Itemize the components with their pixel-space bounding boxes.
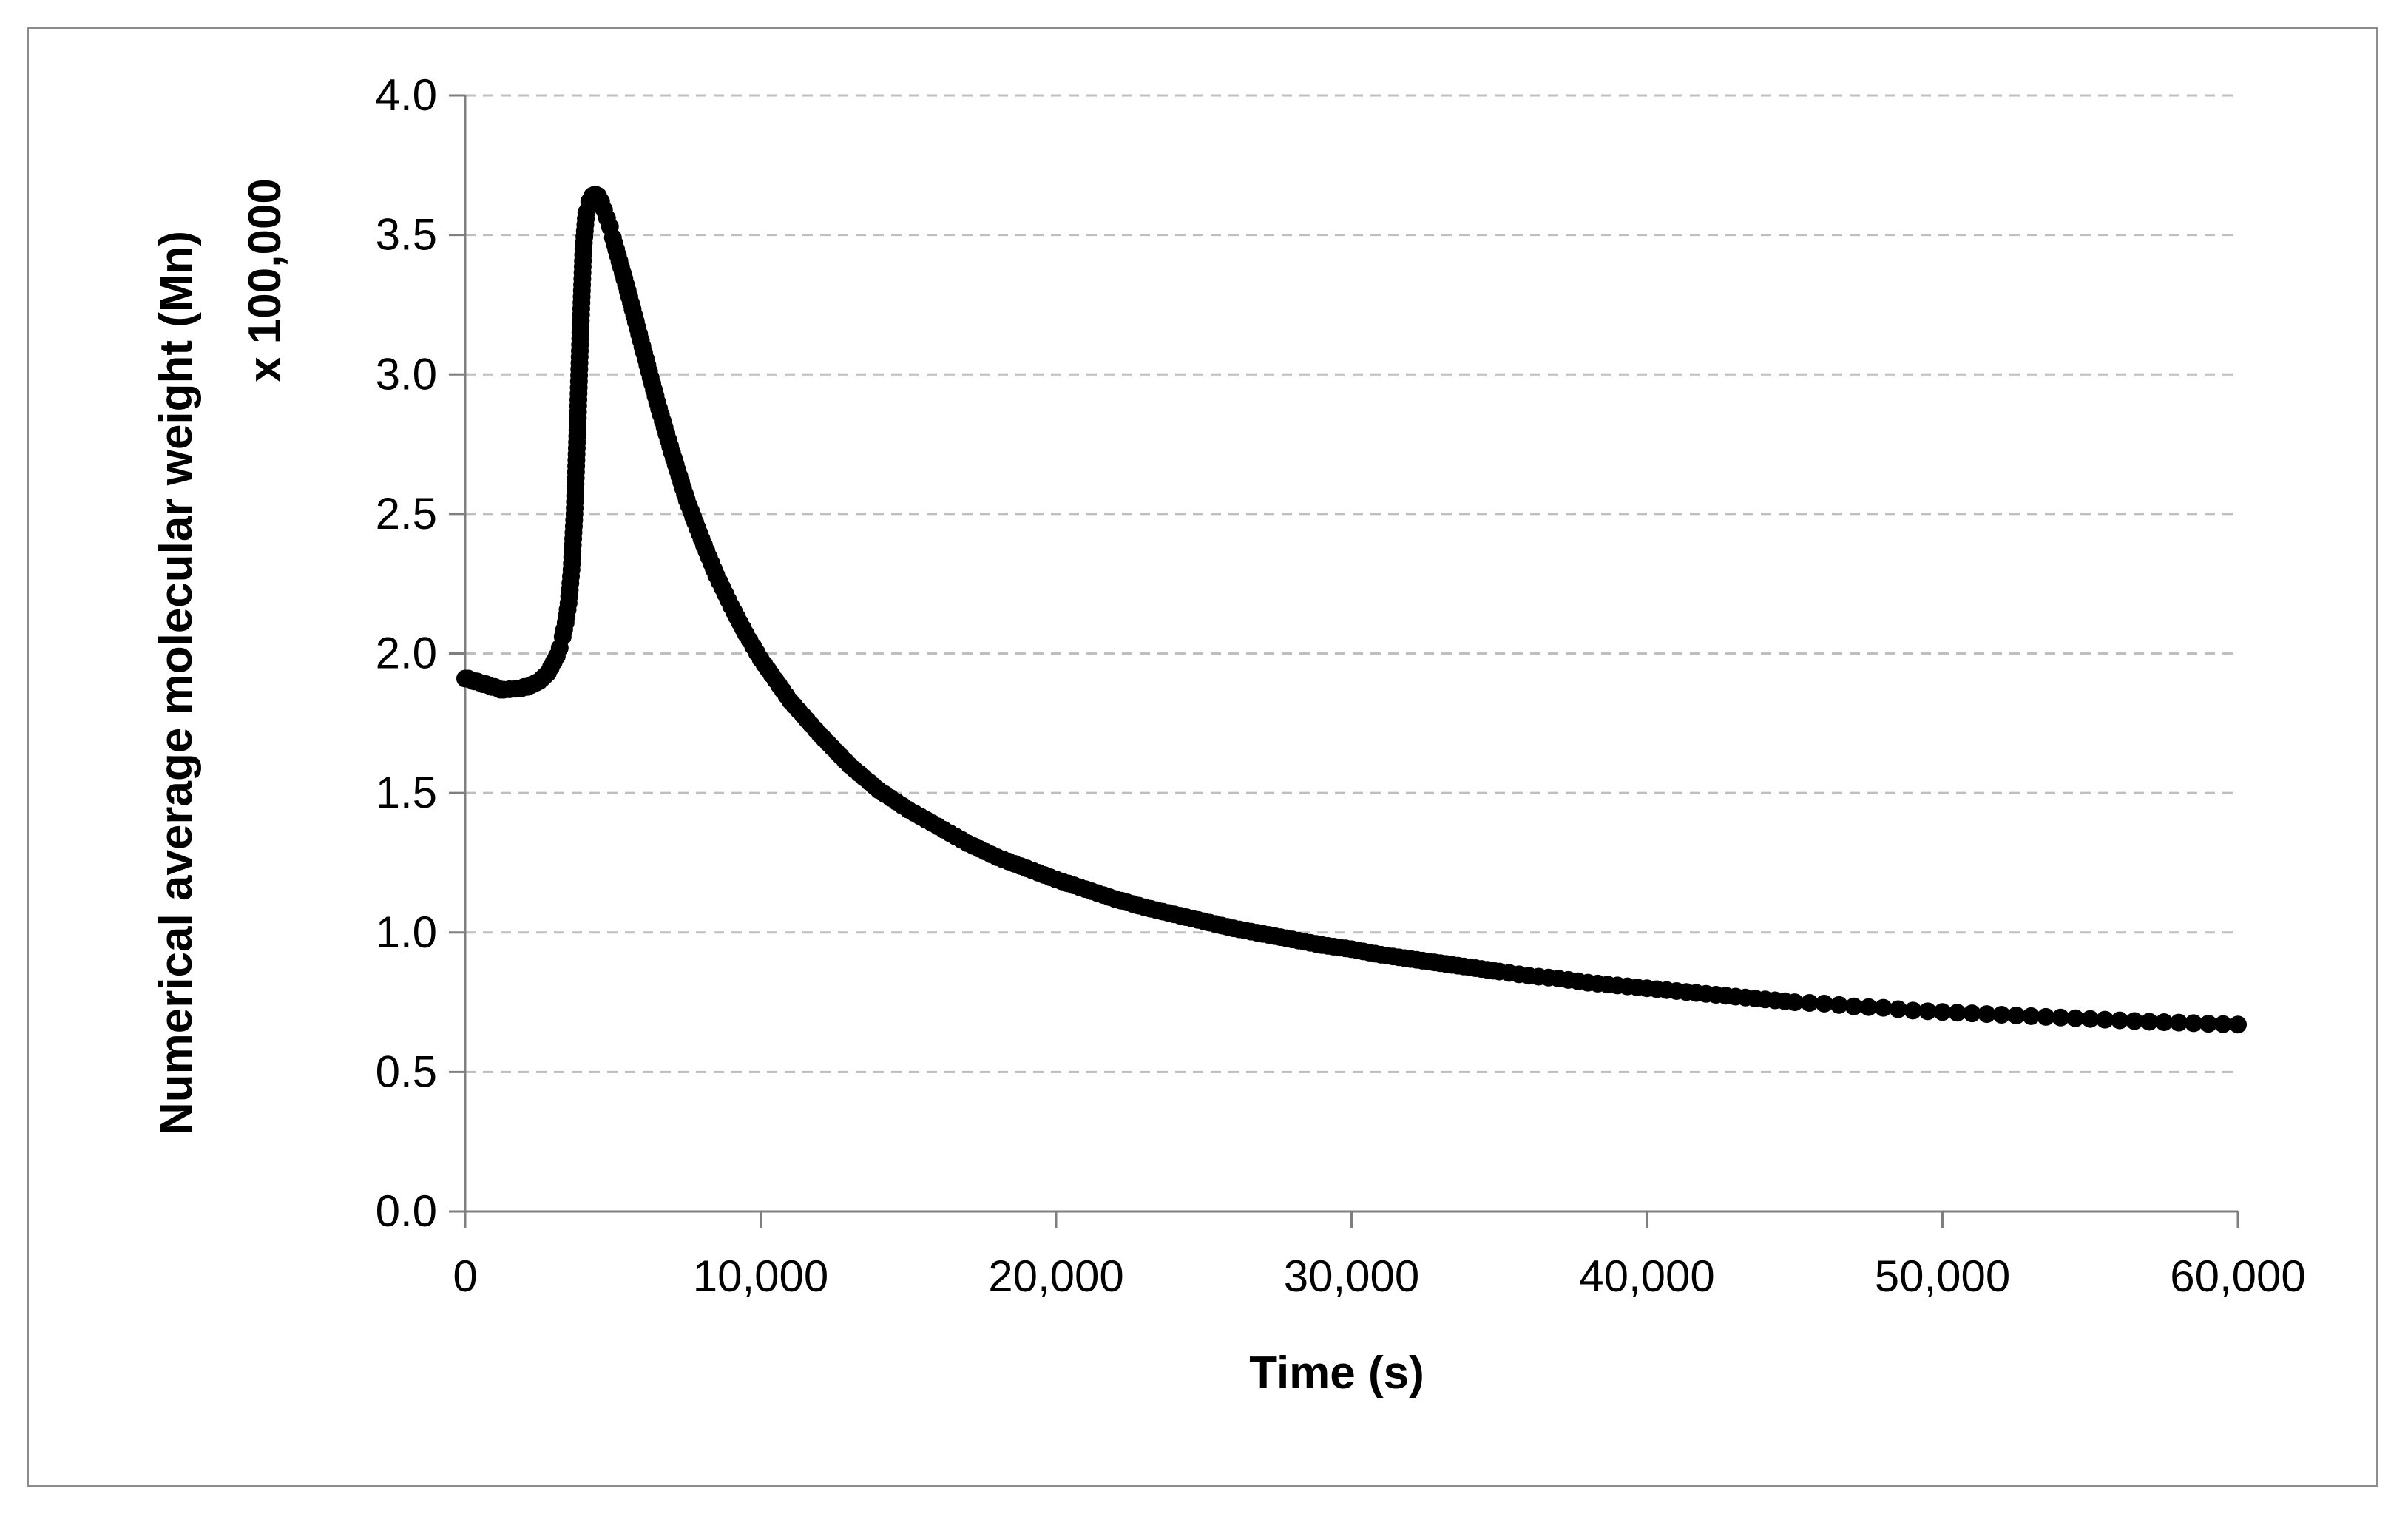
x-tick-label: 60,000 [2170, 1251, 2306, 1301]
data-point [1992, 1006, 2011, 1024]
data-point [1844, 997, 1863, 1015]
x-tick-label: 40,000 [1579, 1251, 1715, 1301]
data-point [2111, 1011, 2129, 1030]
data-point [2007, 1006, 2026, 1024]
data-point [2022, 1007, 2040, 1025]
data-point [2052, 1008, 2070, 1027]
x-tick-label: 20,000 [988, 1251, 1124, 1301]
data-series-mn [456, 185, 2247, 1034]
data-point [2125, 1012, 2144, 1030]
data-point [2096, 1010, 2114, 1029]
data-point [2155, 1013, 2174, 1032]
data-point [1978, 1005, 1996, 1024]
y-tick-label: 4.0 [376, 70, 437, 120]
gridlines [465, 94, 2238, 1073]
data-point [2229, 1015, 2247, 1034]
data-point [2199, 1015, 2218, 1033]
chart-frame: 0.0 0.5 1.0 1.5 2.0 2.5 3.0 3.5 4.0 0 10,000 20,00… [27, 27, 2378, 1487]
data-point [2185, 1014, 2203, 1033]
y-tick-label: 1.5 [376, 768, 437, 817]
y-tick-label: 2.0 [376, 629, 437, 678]
data-point [1889, 1000, 1907, 1018]
data-point [1933, 1003, 1952, 1021]
y-tick-label: 3.5 [376, 210, 437, 260]
data-point [2140, 1013, 2159, 1031]
x-axis-ticks: 0 10,000 20,000 30,000 40,000 50,000 60,000 [453, 1211, 2306, 1301]
data-point [2066, 1009, 2085, 1027]
data-point [2037, 1007, 2055, 1026]
y-tick-label: 3.0 [376, 349, 437, 399]
y-tick-label: 2.5 [376, 489, 437, 538]
y-tick-label: 1.0 [376, 908, 437, 957]
data-point [1904, 1001, 1922, 1020]
data-point [1874, 998, 1893, 1017]
y-axis-ticks: 0.0 0.5 1.0 1.5 2.0 2.5 3.0 3.5 4.0 [376, 70, 465, 1236]
axes [464, 95, 2238, 1213]
x-tick-label: 30,000 [1284, 1251, 1420, 1301]
x-axis-title: Time (s) [1249, 1348, 1424, 1399]
data-point [1800, 994, 1819, 1013]
data-point [1859, 998, 1878, 1016]
data-point [1815, 994, 1833, 1013]
x-tick-label: 0 [453, 1251, 477, 1301]
y-tick-label: 0.0 [376, 1186, 437, 1236]
y-axis-title-multiplier: x 100,000 [240, 178, 291, 382]
data-point [1830, 996, 1848, 1014]
chart-svg: 0.0 0.5 1.0 1.5 2.0 2.5 3.0 3.5 4.0 0 10,000 20,00… [151, 70, 2306, 1399]
data-point [2081, 1010, 2100, 1028]
data-point [1918, 1002, 1937, 1021]
data-point [1963, 1004, 1981, 1023]
data-point [1948, 1004, 1966, 1022]
x-tick-label: 50,000 [1875, 1251, 2011, 1301]
data-point [2170, 1013, 2188, 1032]
data-point [2214, 1015, 2233, 1033]
y-axis-title: Numerical average molecular weight (Mn) [151, 231, 202, 1135]
x-tick-label: 10,000 [693, 1251, 829, 1301]
y-tick-label: 0.5 [376, 1047, 437, 1096]
data-point [1785, 993, 1804, 1012]
